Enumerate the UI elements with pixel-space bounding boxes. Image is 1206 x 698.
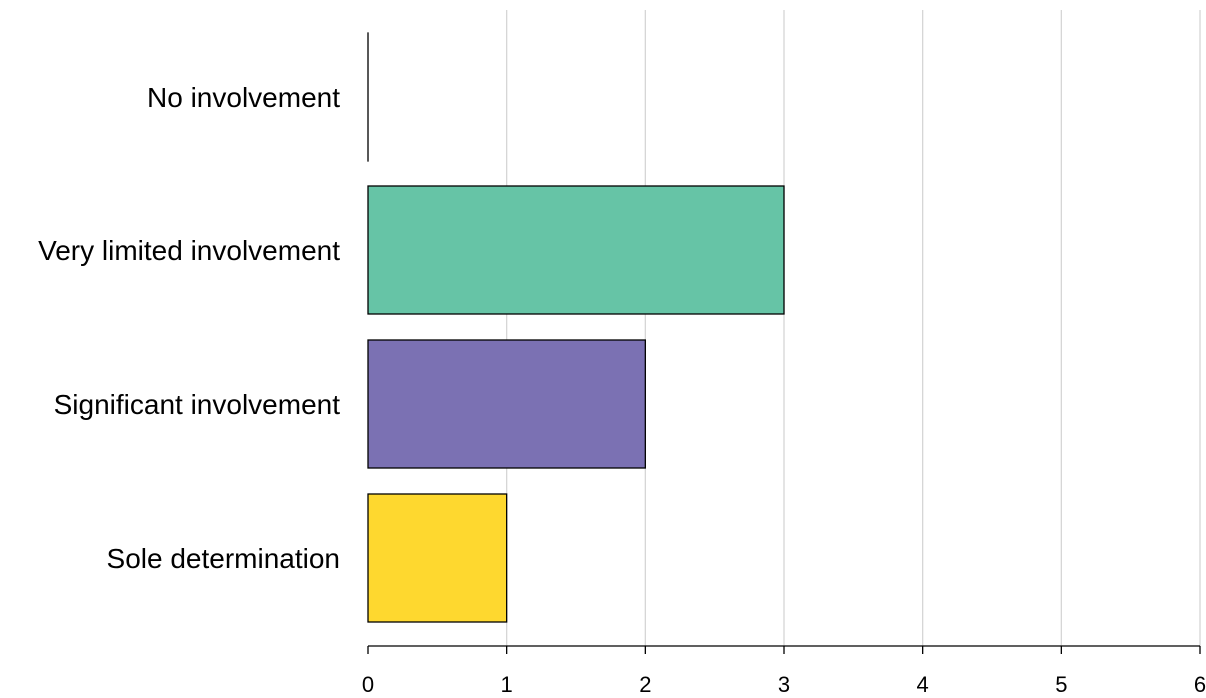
category-labels: No involvement Very limited involvement Si… <box>38 82 340 574</box>
x-tick-label: 0 <box>362 672 374 697</box>
category-label: Sole determination <box>107 543 340 574</box>
bar-2 <box>367 185 785 315</box>
bar-4 <box>367 493 508 623</box>
x-tick-label: 5 <box>1055 672 1067 697</box>
x-tick-label: 6 <box>1194 672 1206 697</box>
x-tick-label: 1 <box>501 672 513 697</box>
x-tick-label: 2 <box>639 672 651 697</box>
bar-3 <box>367 339 646 469</box>
category-label: Very limited involvement <box>38 235 340 266</box>
gridlines <box>506 10 1201 646</box>
category-label: Significant involvement <box>54 389 341 420</box>
x-axis: 0 1 2 3 4 5 6 <box>362 645 1206 697</box>
bars <box>367 32 785 623</box>
x-tick-label: 3 <box>778 672 790 697</box>
x-tick-label: 4 <box>917 672 929 697</box>
category-label: No involvement <box>147 82 340 113</box>
